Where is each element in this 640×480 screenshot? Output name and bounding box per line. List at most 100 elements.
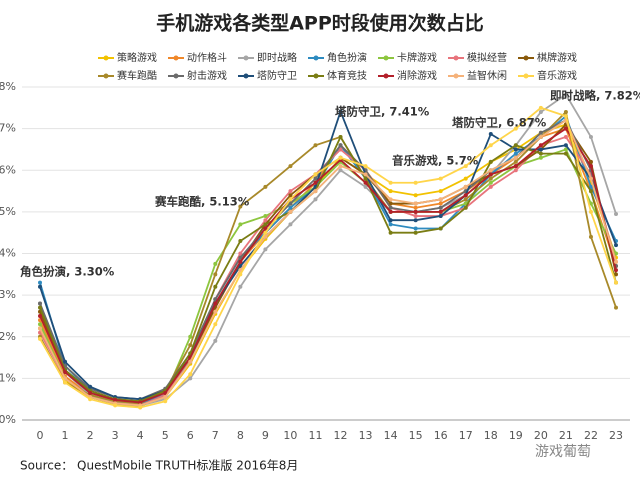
point bbox=[363, 176, 368, 181]
point bbox=[313, 189, 318, 194]
point bbox=[614, 243, 618, 248]
x-tick-label: 23 bbox=[609, 429, 623, 442]
point bbox=[288, 189, 293, 194]
point bbox=[313, 172, 318, 177]
point bbox=[463, 176, 468, 181]
legend-label: 角色扮演 bbox=[327, 51, 367, 64]
point bbox=[388, 180, 393, 185]
annotation: 塔防守卫, 7.41% bbox=[335, 105, 430, 119]
x-tick-label: 8 bbox=[237, 429, 244, 442]
annotation: 角色扮演, 3.30% bbox=[20, 265, 115, 279]
point bbox=[338, 168, 343, 173]
point bbox=[463, 205, 468, 210]
chart-title: 手机游戏各类型APP时段使用次数占比 bbox=[156, 12, 484, 35]
legend-label: 卡牌游戏 bbox=[397, 51, 437, 64]
point bbox=[488, 184, 493, 189]
series-line bbox=[39, 135, 617, 403]
x-tick-label: 2 bbox=[87, 429, 94, 442]
legend-label: 音乐游戏 bbox=[537, 69, 577, 82]
point bbox=[513, 126, 518, 131]
point bbox=[388, 205, 393, 210]
x-tick-label: 10 bbox=[283, 429, 297, 442]
point bbox=[563, 92, 568, 97]
x-tick-label: 20 bbox=[534, 429, 548, 442]
point bbox=[413, 230, 418, 235]
point bbox=[38, 280, 42, 285]
point bbox=[588, 164, 593, 169]
point bbox=[188, 376, 193, 381]
x-tick-label: 17 bbox=[459, 429, 473, 442]
point bbox=[138, 405, 143, 410]
point bbox=[213, 284, 218, 289]
point bbox=[588, 209, 593, 214]
series-line bbox=[39, 106, 617, 409]
point bbox=[263, 214, 268, 219]
point bbox=[288, 222, 293, 227]
y-tick-label: 6% bbox=[0, 163, 16, 176]
point bbox=[538, 134, 543, 139]
point bbox=[513, 155, 518, 160]
point bbox=[614, 280, 618, 285]
point bbox=[238, 255, 243, 260]
legend-marker bbox=[313, 55, 319, 61]
x-tick-label: 21 bbox=[559, 429, 573, 442]
annotation: 塔防守卫, 6.87% bbox=[452, 116, 547, 130]
point bbox=[263, 184, 268, 189]
point bbox=[614, 259, 618, 264]
series-line bbox=[39, 118, 617, 407]
x-tick-label: 14 bbox=[384, 429, 398, 442]
legend-marker bbox=[523, 55, 529, 61]
point bbox=[238, 259, 243, 264]
point bbox=[338, 155, 343, 160]
point bbox=[238, 222, 243, 227]
annotation: 即时战略, 7.82% bbox=[550, 89, 640, 103]
series-line bbox=[39, 127, 617, 404]
legend-marker bbox=[453, 55, 459, 61]
point bbox=[63, 359, 68, 364]
point bbox=[338, 109, 343, 114]
point bbox=[288, 164, 293, 169]
point bbox=[513, 168, 518, 173]
legend-marker bbox=[453, 73, 459, 79]
point bbox=[263, 226, 268, 231]
legend-marker bbox=[243, 55, 249, 61]
point bbox=[438, 189, 443, 194]
legend-marker bbox=[243, 73, 249, 79]
point bbox=[363, 172, 368, 177]
point bbox=[438, 197, 443, 202]
point bbox=[488, 132, 493, 137]
point bbox=[188, 343, 193, 348]
point bbox=[163, 390, 168, 395]
point bbox=[38, 313, 42, 318]
point bbox=[463, 184, 468, 189]
point bbox=[213, 272, 218, 277]
point bbox=[538, 109, 543, 114]
point bbox=[88, 384, 93, 389]
point bbox=[488, 143, 493, 148]
point bbox=[313, 176, 318, 181]
point bbox=[438, 176, 443, 181]
legend-label: 塔防守卫 bbox=[257, 69, 297, 82]
point bbox=[463, 197, 468, 202]
point bbox=[363, 180, 368, 185]
point bbox=[363, 164, 368, 169]
legend-marker bbox=[173, 73, 179, 79]
point bbox=[288, 197, 293, 202]
point bbox=[88, 390, 93, 395]
point bbox=[88, 397, 93, 402]
point bbox=[238, 204, 243, 209]
point bbox=[38, 301, 42, 306]
point bbox=[388, 197, 393, 202]
y-tick-label: 8% bbox=[0, 80, 16, 93]
point bbox=[213, 309, 218, 314]
legend-marker bbox=[313, 73, 319, 79]
point bbox=[413, 214, 418, 219]
point bbox=[413, 201, 418, 206]
point bbox=[614, 272, 618, 277]
point bbox=[288, 205, 293, 210]
point bbox=[563, 143, 568, 148]
point bbox=[63, 380, 68, 385]
x-tick-label: 1 bbox=[62, 429, 69, 442]
point bbox=[438, 205, 443, 210]
legend-label: 体育竞技 bbox=[327, 69, 367, 82]
